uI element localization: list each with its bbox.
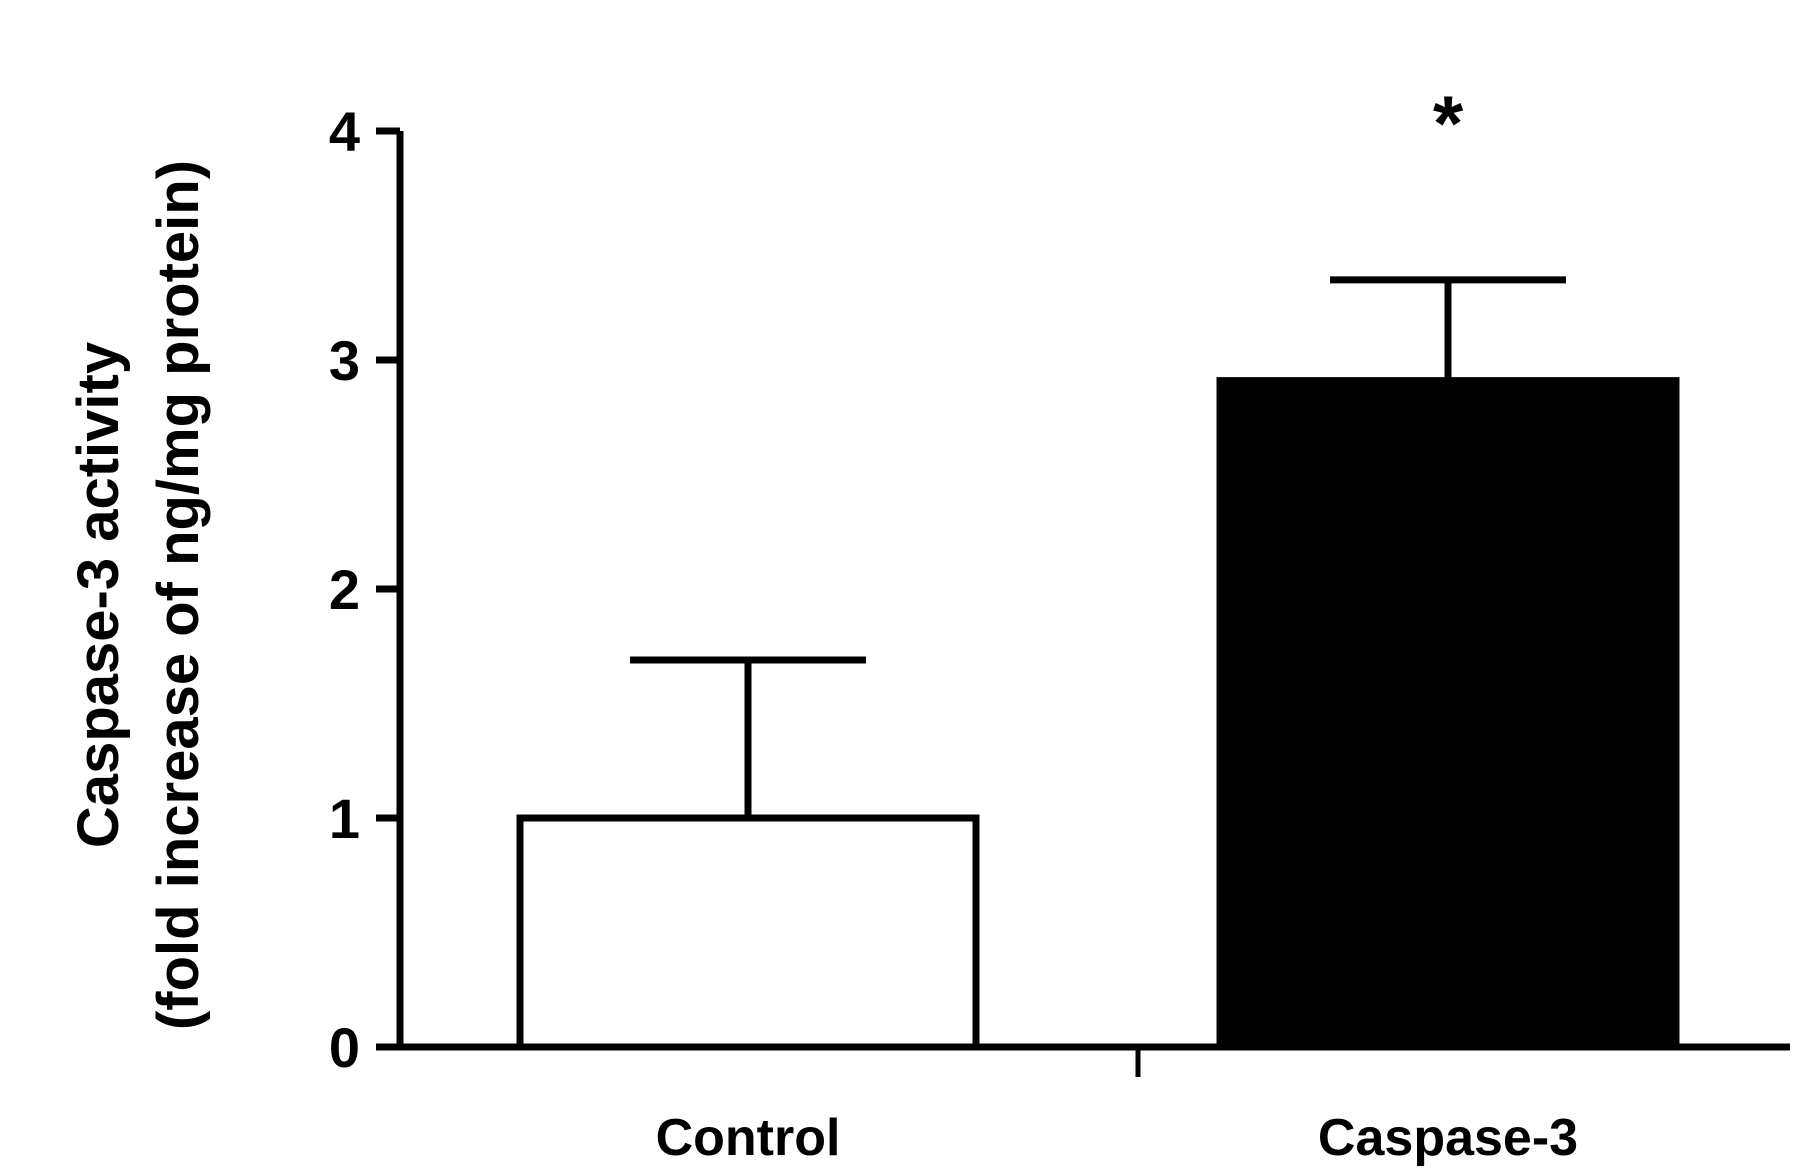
y-tick-label: 4 [329, 100, 360, 163]
annotations: * [1433, 79, 1464, 167]
error-bars [630, 276, 1566, 818]
x-category-label: Caspase-3 [1318, 1109, 1578, 1167]
y-axis-label: Caspase-3 activity (fold increase of ng/… [66, 160, 211, 1030]
x-category-label: Control [656, 1109, 841, 1167]
y-tick-label: 1 [329, 787, 360, 850]
bars [516, 377, 1680, 1051]
y-axis-label-line1: Caspase-3 activity [66, 342, 131, 848]
bar-control [516, 814, 980, 1051]
y-tick-label: 2 [329, 558, 360, 621]
category-labels: Control Caspase-3 [656, 1109, 1579, 1167]
y-axis-label-line2: (fold increase of ng/mg protein) [146, 160, 211, 1030]
y-tick-label: 0 [329, 1016, 360, 1079]
y-tick-label: 3 [329, 329, 360, 392]
significance-asterisk: * [1433, 79, 1464, 167]
bar-caspase-3 [1216, 377, 1680, 1051]
